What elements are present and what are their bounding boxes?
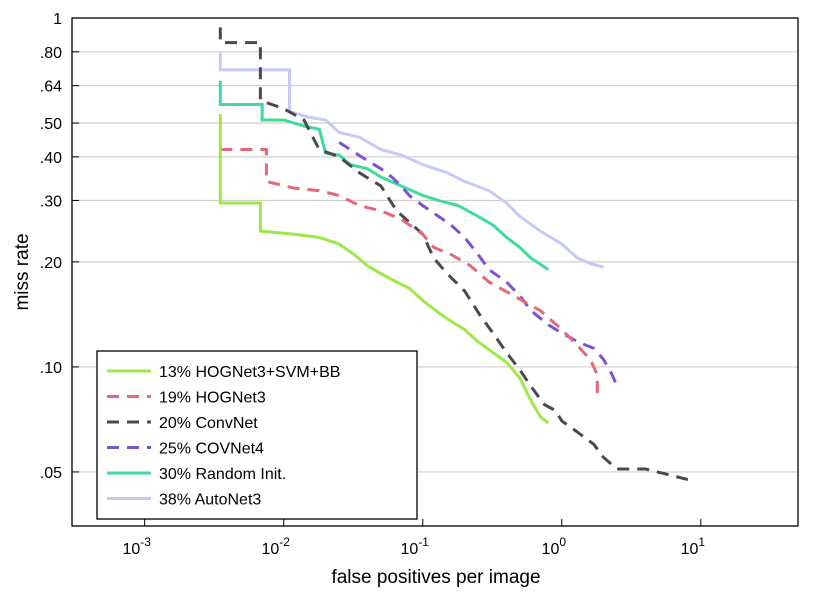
series-line-6 (218, 51, 605, 269)
y-tick-label: .50 (40, 116, 62, 133)
legend-label: 13% HOGNet3+SVM+BB (159, 364, 340, 381)
series-line-3 (218, 27, 695, 483)
legend-label: 30% Random Init. (159, 466, 286, 483)
series-line-2 (220, 148, 599, 397)
legend-label: 19% HOGNet3 (159, 390, 266, 407)
legend-label: 38% AutoNet3 (159, 492, 261, 509)
x-tick-label: 101 (681, 535, 706, 558)
legend-label: 20% ConvNet (159, 415, 258, 432)
series-lines (218, 27, 695, 483)
legend: 13% HOGNet3+SVM+BB 19% HOGNet3 20% ConvNet… (96, 350, 418, 520)
y-tick-label: .10 (40, 360, 62, 377)
plot-area (71, 17, 799, 527)
legend-label: 25% COVNet4 (159, 441, 264, 458)
axis-ticks: 1 .80 .64 .50 .40 .30 .20 .10 .05 10-3 10-2 10-1 100… (40, 11, 706, 558)
y-tick-label: .80 (40, 45, 62, 62)
y-tick-label: .20 (40, 255, 62, 272)
y-tick-label: 1 (53, 11, 62, 28)
series-line-5 (218, 81, 550, 271)
x-axis-label: false positives per image (331, 567, 540, 588)
y-tick-label: .40 (40, 150, 62, 167)
x-tick-label: 10-1 (401, 535, 430, 558)
series-line-1 (218, 114, 550, 425)
y-tick-label: .05 (40, 465, 62, 482)
y-axis-label: miss rate (12, 233, 33, 310)
y-tick-label: .30 (40, 193, 62, 210)
y-tick-label: .64 (40, 79, 62, 96)
series-line-4 (338, 141, 619, 387)
x-tick-label: 100 (542, 535, 567, 558)
legend-box (96, 350, 418, 520)
x-tick-label: 10-2 (261, 535, 290, 558)
x-tick-label: 10-3 (122, 535, 151, 558)
